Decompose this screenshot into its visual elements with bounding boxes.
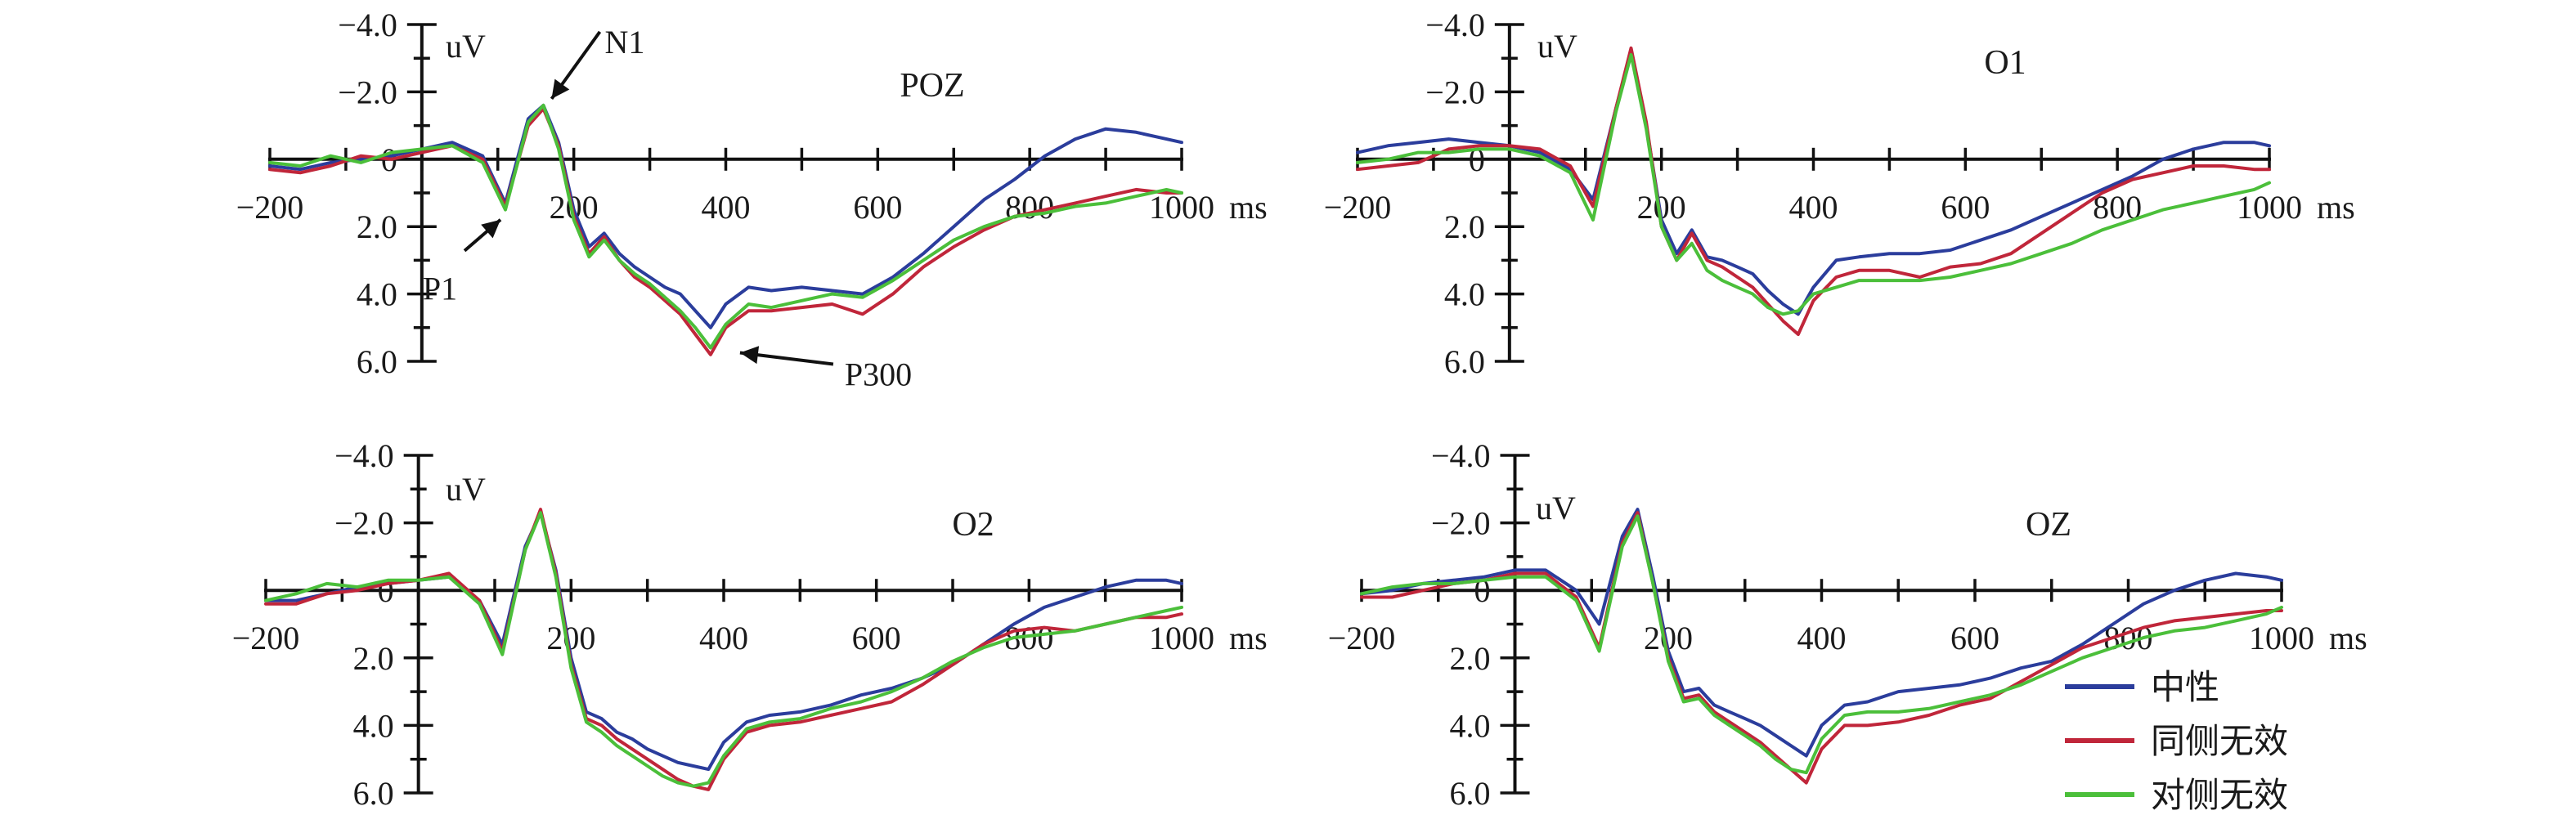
y-tick-label: 6.0 <box>353 775 394 812</box>
x-tick-label: 1000 <box>1149 620 1214 656</box>
x-tick-label: 600 <box>852 620 901 656</box>
y-tick-label: 2.0 <box>1450 640 1491 677</box>
series-line-2 <box>1360 511 2283 785</box>
x-tick-label: 1000 <box>2249 620 2314 656</box>
y-tick-label: −2.0 <box>1425 74 1485 110</box>
y-tick-label: −4.0 <box>334 437 394 474</box>
y-tick-label: 4.0 <box>353 707 394 744</box>
x-tick-label: 1000 <box>1149 189 1214 226</box>
series-line-1 <box>1356 50 2271 316</box>
panel-o1: −200 200 400 600 800 1000 ms−4.0−2.002.04.06.0… <box>1324 7 2355 380</box>
legend-label: 对侧无效 <box>2151 777 2288 815</box>
x-tick-label: −200 <box>236 189 304 226</box>
x-unit-label: ms <box>1229 620 1268 656</box>
legend-item: 中性 <box>2065 670 2219 707</box>
x-tick-label: 600 <box>853 189 902 226</box>
panel-title: O2 <box>952 506 994 544</box>
y-tick-label: 2.0 <box>357 208 397 245</box>
legend-label: 中性 <box>2151 670 2219 707</box>
annotation-n1: N1 <box>550 24 645 101</box>
y-tick-label: 4.0 <box>357 276 397 313</box>
legend-item: 对侧无效 <box>2065 777 2288 815</box>
annotation-p1: P1 <box>423 218 502 307</box>
series-line-1 <box>1360 508 2283 758</box>
y-tick-label: 6.0 <box>357 343 397 380</box>
series-line-1 <box>268 103 1183 329</box>
x-tick-label: −200 <box>1328 620 1396 656</box>
y-tick-label: −4.0 <box>1431 437 1491 474</box>
y-tick-label: −2.0 <box>338 74 397 110</box>
series-line-2 <box>1356 46 2271 336</box>
series-line-3 <box>1356 53 2271 316</box>
annotation-arrow-head <box>551 78 570 99</box>
panel-title: POZ <box>900 67 964 105</box>
x-tick-label: 400 <box>702 189 751 226</box>
annotation-label: N1 <box>605 24 645 60</box>
series-line-2 <box>268 107 1183 356</box>
y-tick-label: −4.0 <box>338 7 397 43</box>
y-tick-label: 2.0 <box>353 640 394 677</box>
annotation-p300: P300 <box>739 346 912 393</box>
panel-poz: −200 200 400 600 800 1000 ms−4.0−2.002.04.06.0… <box>236 7 1268 393</box>
y-tick-label: 2.0 <box>1444 208 1485 245</box>
y-tick-label: 4.0 <box>1444 276 1485 313</box>
panel-o2: −200 200 400 600 800 1000 ms−4.0−2.002.04.06.0… <box>232 437 1268 812</box>
x-tick-label: 600 <box>1941 189 1990 226</box>
x-tick-label: 400 <box>699 620 748 656</box>
x-unit-label: ms <box>2329 620 2367 656</box>
y-unit-label: uV <box>1537 28 1577 65</box>
annotation-arrow-head <box>739 346 760 365</box>
y-unit-label: uV <box>1536 490 1576 526</box>
legend-label: 同侧无效 <box>2151 723 2288 761</box>
x-unit-label: ms <box>1229 189 1268 226</box>
y-tick-label: −2.0 <box>334 505 394 542</box>
series-line-3 <box>1360 514 2283 775</box>
y-tick-label: −4.0 <box>1425 7 1485 43</box>
x-tick-label: −200 <box>1324 189 1392 226</box>
annotation-label: P1 <box>423 271 457 307</box>
y-tick-label: −2.0 <box>1431 505 1491 542</box>
panel-title: OZ <box>2026 506 2071 544</box>
x-tick-label: 1000 <box>2237 189 2302 226</box>
x-tick-label: 400 <box>1797 620 1847 656</box>
x-tick-label: 400 <box>1789 189 1838 226</box>
x-unit-label: ms <box>2317 189 2355 226</box>
x-tick-label: 800 <box>1005 189 1054 226</box>
x-tick-label: −200 <box>232 620 300 656</box>
y-tick-label: 4.0 <box>1450 707 1491 744</box>
y-tick-label: 6.0 <box>1444 343 1485 380</box>
panel-oz: −200 200 400 600 800 1000 ms−4.0−2.002.04.06.0… <box>1328 437 2367 812</box>
legend-item: 同侧无效 <box>2065 723 2288 761</box>
series-line-3 <box>264 511 1183 788</box>
x-tick-label: 600 <box>1950 620 1999 656</box>
y-tick-label: 6.0 <box>1450 775 1491 812</box>
annotation-label: P300 <box>845 356 912 393</box>
y-unit-label: uV <box>446 28 486 65</box>
panel-title: O1 <box>1984 44 2026 82</box>
y-unit-label: uV <box>446 471 486 508</box>
series-line-2 <box>264 508 1183 791</box>
y-tick-label: 0 <box>378 572 394 609</box>
annotation-arrow-head <box>481 219 501 239</box>
series-line-3 <box>268 103 1183 350</box>
